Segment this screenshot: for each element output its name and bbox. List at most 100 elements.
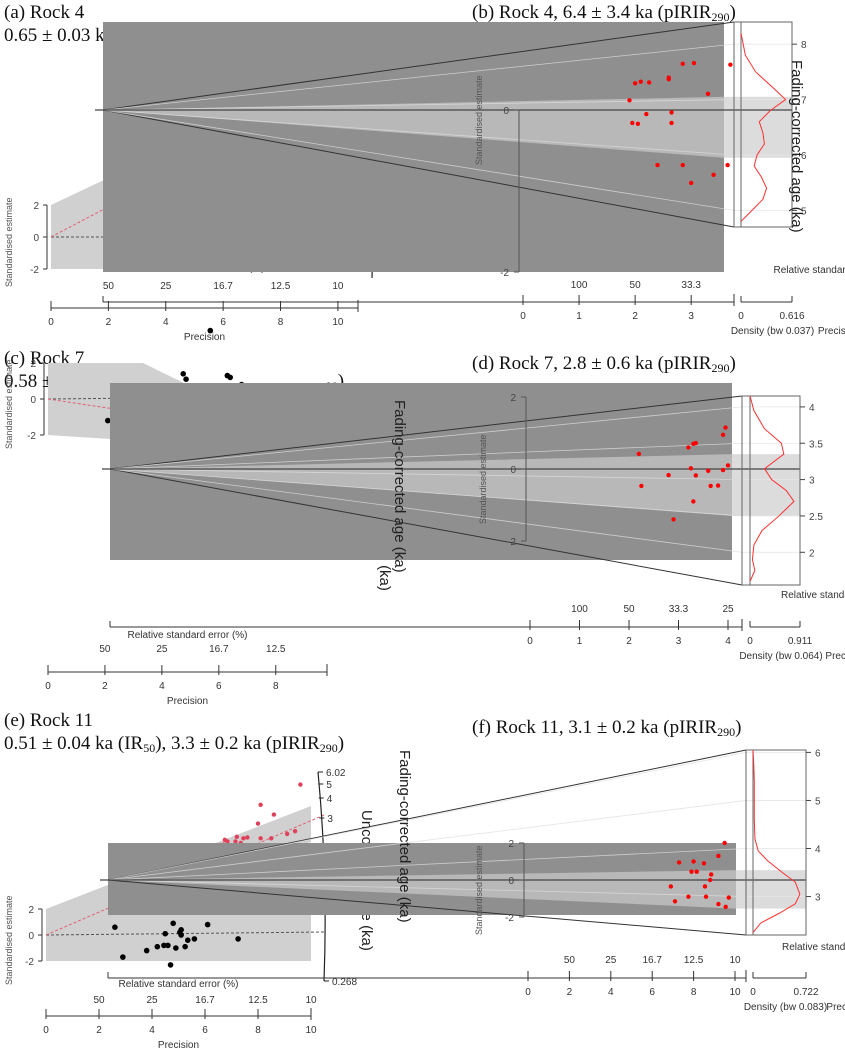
data-point-ir50 (173, 945, 179, 951)
panel-title: (f) Rock 11, 3.1 ± 0.2 ka (pIRIR290) (472, 717, 741, 743)
rse-tick-label: 25 (146, 995, 158, 1006)
data-point-pirir290 (627, 98, 632, 103)
density-tick-label: 0.911 (788, 636, 813, 647)
precision-tick-label: 2 (96, 1025, 102, 1036)
precision-tick-label: 6 (220, 317, 226, 328)
data-point-pirir290 (666, 472, 671, 478)
data-point-pirir290 (726, 895, 731, 900)
y-axis-label: Standardised estimate (4, 197, 14, 287)
age-axis-label: Fading-corrected age (ka) (788, 60, 805, 233)
data-point-pirir290 (241, 836, 246, 841)
age-gridline (109, 468, 743, 553)
density-curve (749, 395, 795, 582)
data-point-pirir290 (723, 425, 728, 430)
y-axis-label: Standardised estimate (4, 359, 14, 449)
title-part: ) (337, 733, 345, 754)
fan-lower-limit (102, 109, 735, 228)
data-point-pirir290 (688, 466, 694, 471)
density-tick-label: 0.722 (793, 987, 818, 998)
plot-group: -2 0 2 Standardised estimate 3 4 5 6 Fading-corr… (100, 748, 845, 1013)
density-curve (752, 749, 801, 933)
density-curve (740, 32, 787, 222)
data-point-pirir290 (722, 840, 727, 846)
age-tick-label: 3.5 (809, 439, 823, 450)
data-point-pirir290 (668, 884, 674, 889)
fan-upper-limit (102, 21, 735, 111)
precision-tick-label: 0 (48, 317, 54, 328)
y-tick-label: 2 (510, 393, 516, 404)
data-point-pirir290 (638, 79, 643, 84)
data-point-pirir290 (723, 904, 728, 910)
data-point-pirir290 (694, 869, 699, 874)
precision-tick-label: 0 (525, 987, 531, 998)
data-point-pirir290 (707, 877, 713, 883)
y-tick-label: 0 (33, 233, 39, 244)
title-sub: 290 (319, 741, 338, 755)
data-point-pirir290 (672, 899, 678, 904)
rse-axis-label: Relative standard error (%) (781, 590, 845, 601)
data-point-ir50 (170, 920, 176, 927)
age-gridline (102, 109, 735, 156)
data-point-ir50 (191, 936, 198, 942)
data-point-pirir290 (688, 180, 694, 186)
data-point-pirir290 (725, 162, 730, 168)
plot-group: -2 0 Standardised estimate 5 6 7 8 Fading-corre… (95, 21, 845, 337)
precision-tick-label: 2 (632, 311, 638, 322)
rse-tick-label: 33.3 (669, 604, 689, 615)
precision-tick-label: 1 (577, 636, 583, 647)
rse-tick-label: 50 (630, 280, 642, 291)
data-point-pirir290 (630, 120, 635, 126)
rse-tick-label: 25 (160, 281, 172, 292)
abanico-plot-f: -2 0 2 Standardised estimate 3 4 5 6 Fading-corr… (100, 748, 845, 1013)
data-point-pirir290 (689, 869, 694, 874)
rse-axis-label: Relative standard error (%) (127, 630, 247, 641)
data-point-ir50 (184, 937, 191, 943)
precision-tick-label: 3 (676, 636, 682, 647)
data-point-pirir290 (691, 859, 696, 864)
panel-title-line2: 0.51 ± 0.04 ka (IR50), 3.3 ± 0.2 ka (pIR… (4, 733, 344, 759)
data-point-ir50 (120, 954, 126, 960)
data-point-pirir290 (233, 839, 238, 844)
precision-tick-label: 6 (649, 987, 655, 998)
title-part: ), 3.3 ± 0.2 ka (pIRIR (155, 733, 320, 754)
data-point-pirir290 (715, 483, 721, 488)
y-tick-label: 0 (503, 106, 509, 117)
data-point-ir50 (104, 417, 111, 424)
data-point-ir50 (161, 942, 167, 949)
age-tick-label: 5 (326, 780, 332, 791)
rse-tick-label: 12.5 (248, 995, 268, 1006)
data-point-ir50 (154, 943, 161, 950)
y-tick-label: -2 (25, 957, 34, 968)
precision-tick-label: 0 (520, 311, 526, 322)
age-tick-label: 2.5 (809, 512, 823, 523)
data-point-pirir290 (292, 829, 298, 834)
rse-tick-label: 25 (156, 644, 168, 655)
precision-axis-label: Precision (818, 326, 845, 337)
y-axis-label: Standardised estimate (474, 845, 484, 935)
title-sub: 290 (717, 725, 736, 739)
rse-tick-label: 100 (571, 604, 588, 615)
y-tick-label: -2 (500, 268, 509, 279)
precision-tick-label: 1 (576, 311, 582, 322)
precision-tick-label: 0 (45, 681, 51, 692)
y-tick-label: -2 (27, 431, 36, 442)
rse-tick-label: 100 (571, 280, 588, 291)
rse-tick-label: 12.5 (266, 644, 286, 655)
y-tick-label: 0 (28, 931, 34, 942)
data-point-pirir290 (245, 835, 250, 840)
age-tick-label: 4 (327, 794, 333, 805)
age-tick-label: 5 (815, 796, 821, 807)
data-point-pirir290 (693, 473, 699, 478)
density-tick-label: 0 (747, 636, 753, 647)
precision-tick-label: 4 (159, 681, 165, 692)
data-point-pirir290 (716, 853, 721, 859)
data-point-pirir290 (666, 75, 671, 80)
data-point-pirir290 (284, 831, 290, 837)
precision-tick-label: 8 (691, 987, 697, 998)
precision-tick-label: 10 (305, 1025, 317, 1036)
title-part: (f) Rock 11, 3.1 ± 0.2 ka (pIRIR (472, 717, 718, 738)
age-tick-label: 2 (809, 548, 815, 559)
age-axis-label: Fading-corrected age (ka) (396, 750, 413, 923)
plot-group: -2 0 2 Standardised estimate 2 2.5 3 3.5 4 Fading… (102, 383, 845, 662)
age-gridline (109, 468, 743, 517)
